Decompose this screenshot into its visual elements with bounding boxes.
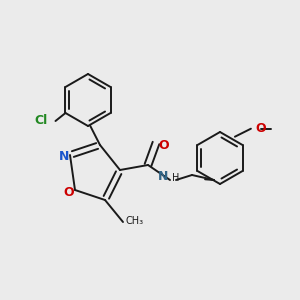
Text: O: O (158, 139, 169, 152)
Text: N: N (158, 170, 168, 183)
Text: CH₃: CH₃ (125, 216, 143, 226)
Text: O: O (255, 122, 266, 135)
Text: Cl: Cl (34, 115, 47, 128)
Text: O: O (64, 185, 74, 199)
Text: H: H (172, 173, 179, 183)
Text: N: N (59, 149, 69, 163)
